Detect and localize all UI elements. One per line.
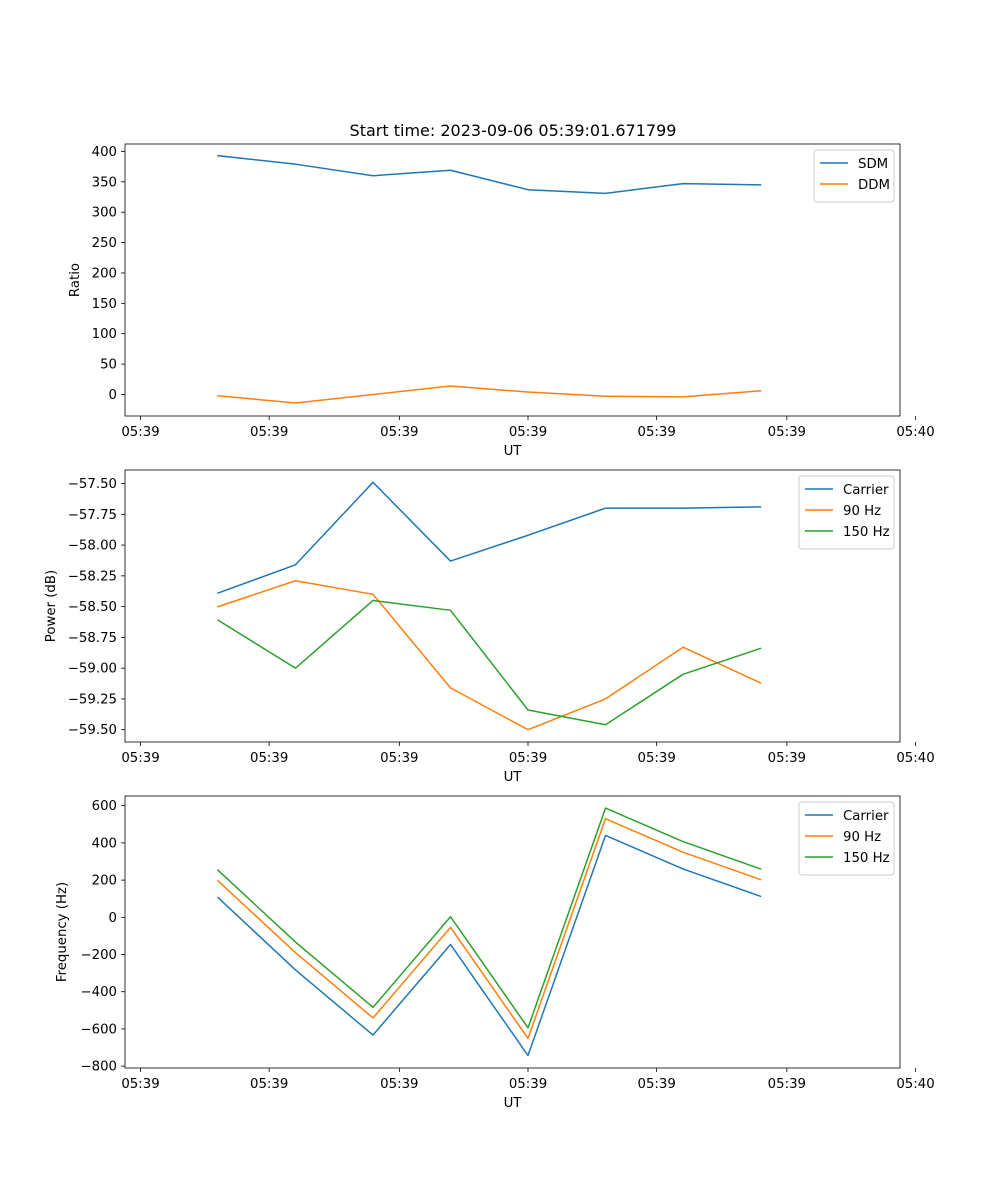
x-tick-label: 05:39 bbox=[121, 425, 159, 440]
legend-label: SDM bbox=[858, 157, 888, 172]
y-tick-label: −58.25 bbox=[68, 569, 117, 584]
y-tick-label: −58.50 bbox=[68, 600, 117, 615]
x-tick-label: 05:39 bbox=[768, 1077, 806, 1092]
x-tick-label: 05:39 bbox=[121, 751, 159, 766]
x-tick-label: 05:40 bbox=[896, 425, 934, 440]
axes-frame bbox=[124, 795, 901, 1069]
legend: Carrier 90 Hz 150 Hz bbox=[798, 801, 895, 876]
chart-3: 05:39 05:39 05:39 05:39 05:39 05:39 05:40 −800 −… bbox=[55, 795, 935, 1111]
series-line-carrier bbox=[217, 481, 762, 595]
x-tick-label: 05:39 bbox=[637, 1077, 675, 1092]
y-tick-label: −59.50 bbox=[68, 723, 117, 738]
y-axis-label: Frequency (Hz) bbox=[55, 882, 70, 982]
series-line-ddm bbox=[217, 385, 762, 404]
x-tick-label: 05:39 bbox=[380, 1077, 418, 1092]
y-tick-label: −800 bbox=[80, 1060, 117, 1075]
y-tick-label: −200 bbox=[80, 948, 117, 963]
chart-2: 05:39 05:39 05:39 05:39 05:39 05:39 05:40 −59.5… bbox=[44, 469, 935, 785]
y-tick-label: 200 bbox=[92, 266, 117, 281]
x-axis-label: UT bbox=[504, 770, 523, 785]
y-tick-label: 0 bbox=[109, 388, 117, 403]
x-tick-label: 05:39 bbox=[380, 425, 418, 440]
x-tick-label: 05:39 bbox=[509, 751, 547, 766]
x-axis-label: UT bbox=[504, 1096, 523, 1111]
y-tick-label: −59.25 bbox=[68, 692, 117, 707]
y-axis-label: Power (dB) bbox=[44, 570, 59, 642]
y-axis-label: Ratio bbox=[68, 263, 83, 297]
legend-label: 90 Hz bbox=[843, 504, 881, 519]
x-tick-label: 05:39 bbox=[250, 425, 288, 440]
y-tick-label: 50 bbox=[100, 358, 117, 373]
legend-label: DDM bbox=[858, 178, 890, 193]
y-tick-label: 600 bbox=[92, 799, 117, 814]
legend: SDM DDM bbox=[813, 149, 895, 203]
x-tick-label: 05:39 bbox=[250, 1077, 288, 1092]
x-tick-label: 05:40 bbox=[896, 1077, 934, 1092]
series-line-90-hz bbox=[216, 817, 762, 1040]
x-tick-label: 05:40 bbox=[896, 751, 934, 766]
y-tick-label: −57.75 bbox=[68, 508, 117, 523]
series-line-sdm bbox=[217, 154, 762, 195]
y-tick-label: 0 bbox=[109, 911, 117, 926]
chart-panels: 05:39 05:39 05:39 05:39 05:39 05:39 05:40 0 50 10… bbox=[44, 143, 935, 1111]
x-tick-label: 05:39 bbox=[509, 425, 547, 440]
x-tick-label: 05:39 bbox=[250, 751, 288, 766]
x-tick-label: 05:39 bbox=[768, 425, 806, 440]
axes-frame bbox=[124, 143, 901, 417]
legend-label: Carrier bbox=[843, 809, 889, 824]
x-tick-label: 05:39 bbox=[121, 1077, 159, 1092]
y-tick-label: −59.00 bbox=[68, 662, 117, 677]
chart-1: 05:39 05:39 05:39 05:39 05:39 05:39 05:40 0 50 10… bbox=[68, 143, 935, 459]
legend-label: 90 Hz bbox=[843, 830, 881, 845]
y-tick-label: 350 bbox=[92, 175, 117, 190]
y-tick-label: 250 bbox=[92, 236, 117, 251]
y-tick-label: −600 bbox=[80, 1022, 117, 1037]
series-line-150-hz bbox=[216, 599, 762, 726]
x-tick-label: 05:39 bbox=[637, 751, 675, 766]
legend-label: Carrier bbox=[843, 483, 889, 498]
y-tick-label: 150 bbox=[92, 297, 117, 312]
legend: Carrier 90 Hz 150 Hz bbox=[798, 475, 895, 550]
y-tick-label: −58.00 bbox=[68, 539, 117, 554]
y-tick-label: −400 bbox=[80, 985, 117, 1000]
series-line-carrier bbox=[216, 834, 762, 1057]
x-tick-label: 05:39 bbox=[768, 751, 806, 766]
x-tick-label: 05:39 bbox=[509, 1077, 547, 1092]
y-tick-label: 100 bbox=[92, 327, 117, 342]
y-tick-label: 200 bbox=[92, 874, 117, 889]
axes-frame bbox=[124, 469, 901, 743]
legend-label: 150 Hz bbox=[843, 525, 890, 540]
series-line-150-hz bbox=[216, 807, 762, 1029]
y-tick-label: 400 bbox=[92, 145, 117, 160]
x-axis-label: UT bbox=[504, 444, 523, 459]
x-tick-label: 05:39 bbox=[637, 425, 675, 440]
y-tick-label: −58.75 bbox=[68, 631, 117, 646]
legend-label: 150 Hz bbox=[843, 851, 890, 866]
y-tick-label: −57.50 bbox=[68, 477, 117, 492]
y-tick-label: 400 bbox=[92, 836, 117, 851]
x-tick-label: 05:39 bbox=[380, 751, 418, 766]
figure-title: Start time: 2023-09-06 05:39:01.671799 bbox=[350, 121, 677, 140]
y-tick-label: 300 bbox=[92, 206, 117, 221]
series-line-90-hz bbox=[217, 580, 762, 731]
